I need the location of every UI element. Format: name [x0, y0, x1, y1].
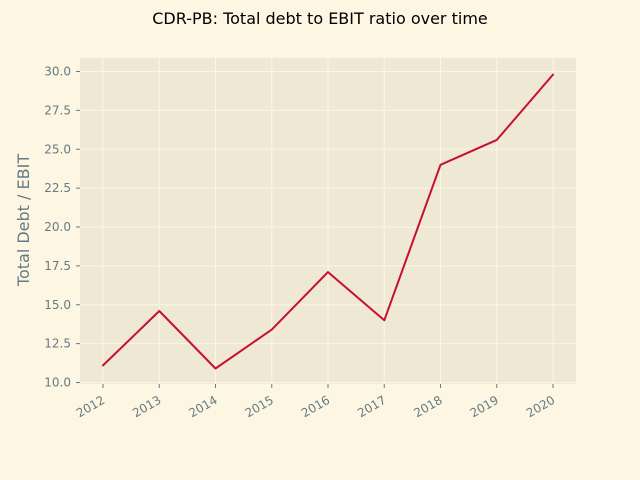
y-tick-label: 27.5	[44, 103, 71, 117]
series-line	[102, 73, 554, 370]
series-layer	[102, 73, 554, 370]
y-axis: 10.0 12.5 15.0 17.5 20.0 22.5 25.0 27.5 30.0	[44, 65, 80, 390]
y-tick-label: 20.0	[44, 220, 71, 234]
y-tick-label: 17.5	[44, 259, 71, 273]
y-tick-label: 15.0	[44, 298, 71, 312]
chart-title: CDR-PB: Total debt to EBIT ratio over ti…	[152, 9, 488, 28]
y-tick-label: 22.5	[44, 181, 71, 195]
y-tick-label: 10.0	[44, 376, 71, 390]
y-tick-label: 30.0	[44, 65, 71, 79]
y-tick-label: 25.0	[44, 142, 71, 156]
y-tick-label: 12.5	[44, 337, 71, 351]
y-axis-label: Total Debt / EBIT	[14, 154, 33, 287]
grid	[80, 58, 576, 384]
